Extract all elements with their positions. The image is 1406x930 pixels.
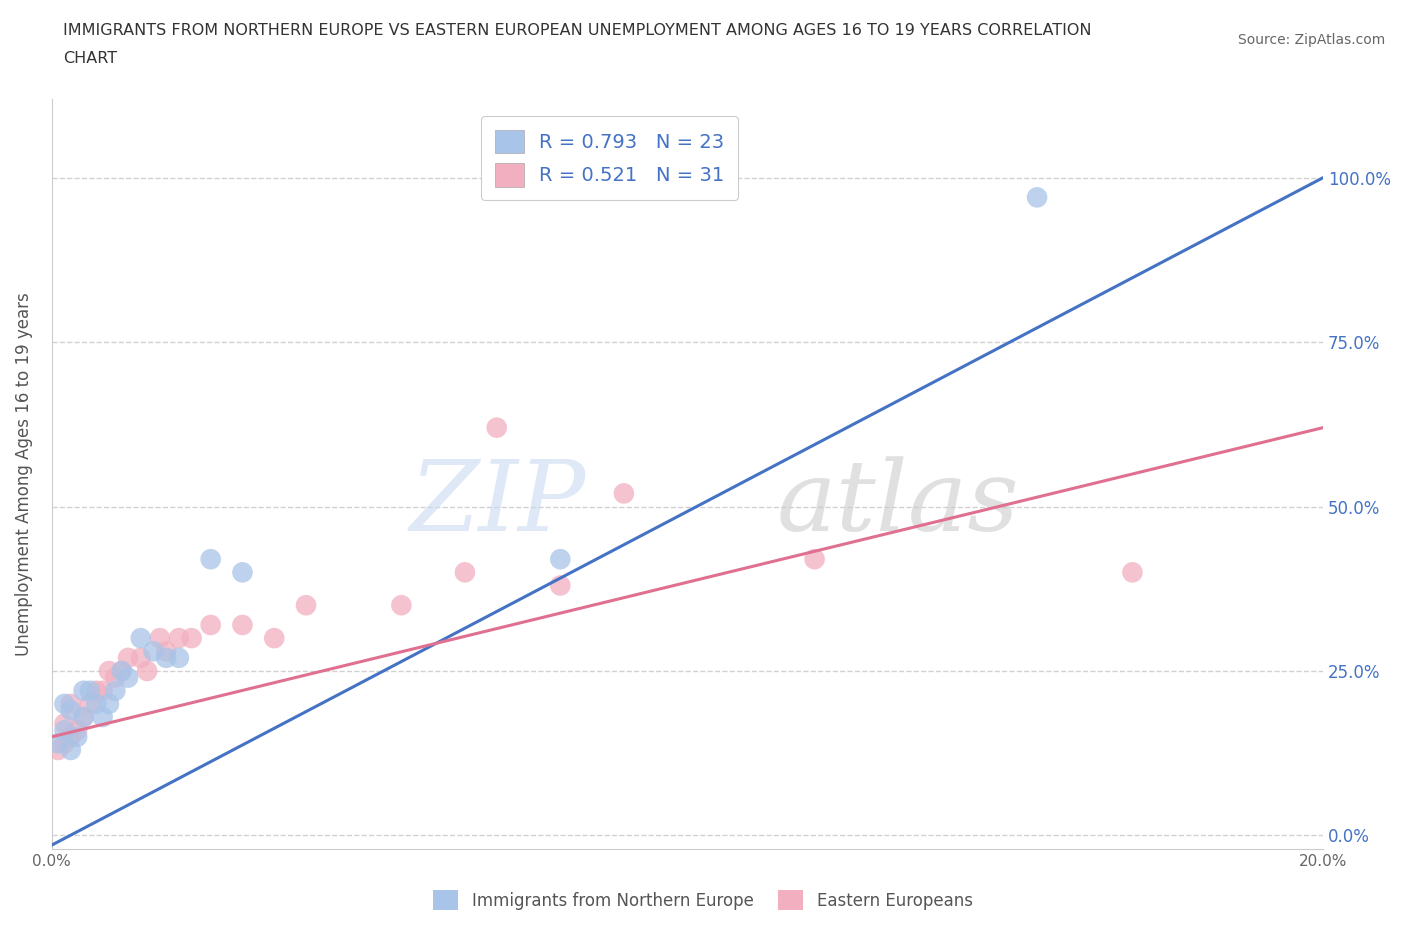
Point xyxy=(84,684,107,698)
Point xyxy=(97,664,120,679)
Text: CHART: CHART xyxy=(63,51,117,66)
Point xyxy=(91,710,114,724)
Point xyxy=(1026,190,1049,205)
Point xyxy=(142,644,165,658)
Point xyxy=(66,723,89,737)
Point xyxy=(200,551,222,566)
Point xyxy=(66,729,89,744)
Point xyxy=(46,736,69,751)
Point xyxy=(97,697,120,711)
Point xyxy=(46,742,69,757)
Point xyxy=(53,697,76,711)
Point xyxy=(59,703,82,718)
Point xyxy=(167,631,190,645)
Point xyxy=(59,742,82,757)
Point xyxy=(167,650,190,665)
Point xyxy=(129,631,152,645)
Point xyxy=(155,650,177,665)
Point xyxy=(180,631,202,645)
Point xyxy=(136,664,159,679)
Point xyxy=(111,664,134,679)
Point xyxy=(231,618,253,632)
Point xyxy=(79,684,101,698)
Point xyxy=(104,684,127,698)
Point xyxy=(200,618,222,632)
Text: Source: ZipAtlas.com: Source: ZipAtlas.com xyxy=(1237,33,1385,46)
Point xyxy=(454,565,477,579)
Point xyxy=(53,716,76,731)
Point xyxy=(613,486,636,501)
Point xyxy=(550,551,572,566)
Point xyxy=(550,578,572,593)
Point xyxy=(485,420,508,435)
Legend: Immigrants from Northern Europe, Eastern Europeans: Immigrants from Northern Europe, Eastern… xyxy=(426,884,980,917)
Point xyxy=(53,736,76,751)
Point xyxy=(53,723,76,737)
Point xyxy=(149,631,172,645)
Point xyxy=(155,644,177,658)
Point xyxy=(389,598,412,613)
Y-axis label: Unemployment Among Ages 16 to 19 years: Unemployment Among Ages 16 to 19 years xyxy=(15,292,32,656)
Text: atlas: atlas xyxy=(776,456,1019,551)
Point xyxy=(91,684,114,698)
Point xyxy=(1121,565,1143,579)
Point xyxy=(79,697,101,711)
Point xyxy=(111,664,134,679)
Point xyxy=(84,697,107,711)
Point xyxy=(59,729,82,744)
Point xyxy=(59,697,82,711)
Point xyxy=(72,710,94,724)
Point xyxy=(231,565,253,579)
Point xyxy=(129,650,152,665)
Point xyxy=(803,551,825,566)
Text: ZIP: ZIP xyxy=(409,456,586,551)
Point xyxy=(117,671,139,685)
Point xyxy=(104,671,127,685)
Point xyxy=(72,684,94,698)
Point xyxy=(295,598,318,613)
Point xyxy=(263,631,285,645)
Point xyxy=(72,710,94,724)
Legend: R = 0.793   N = 23, R = 0.521   N = 31: R = 0.793 N = 23, R = 0.521 N = 31 xyxy=(481,116,738,200)
Point xyxy=(117,650,139,665)
Text: IMMIGRANTS FROM NORTHERN EUROPE VS EASTERN EUROPEAN UNEMPLOYMENT AMONG AGES 16 T: IMMIGRANTS FROM NORTHERN EUROPE VS EASTE… xyxy=(63,23,1092,38)
